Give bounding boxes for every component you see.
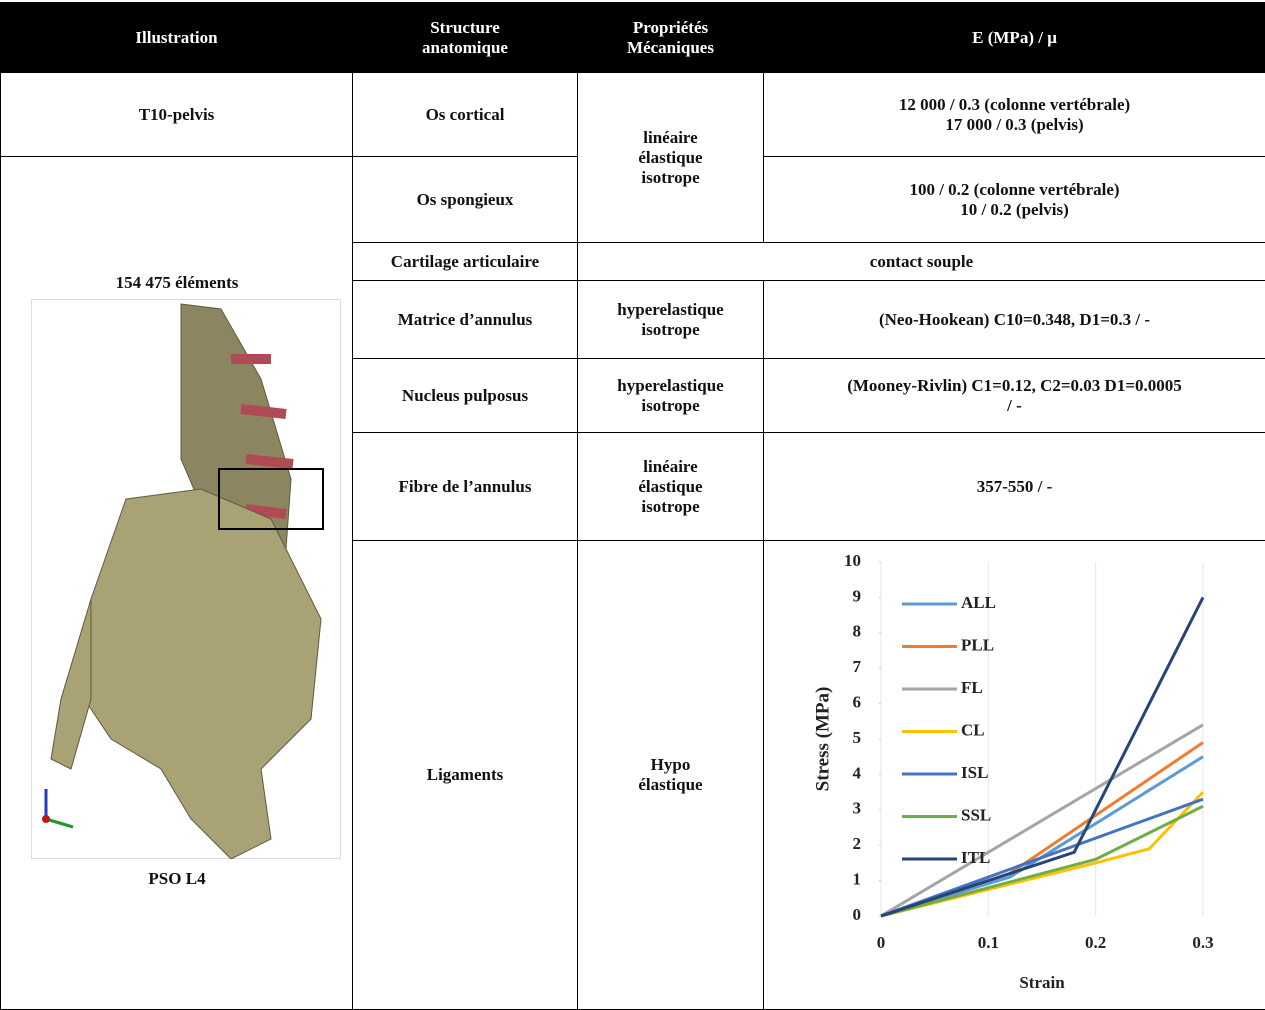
illustration-cell: 154 475 éléments PSO L4 bbox=[1, 157, 353, 1010]
text-line: hyperelastique bbox=[584, 376, 757, 396]
x-axis-label: Strain bbox=[1019, 973, 1065, 992]
legend-label: PLL bbox=[961, 635, 994, 654]
y-tick-label: 1 bbox=[852, 870, 861, 889]
legend-label: ALL bbox=[961, 593, 996, 612]
text-line: / - bbox=[770, 396, 1259, 416]
text-line: 100 / 0.2 (colonne vertébrale) bbox=[770, 180, 1259, 200]
series-line bbox=[881, 725, 1203, 916]
chart: 0 0.1 0.2 0.3 0 1 2 3 4 5 6 7 8 9 10 Strain Stress (MPa)… bbox=[765, 541, 1265, 1004]
text-line: hyperelastique bbox=[584, 300, 757, 320]
x-tick-label: 0.3 bbox=[1192, 933, 1213, 952]
modulus-cell: (Mooney-Rivlin) C1=0.12, C2=0.03 D1=0.00… bbox=[764, 359, 1265, 433]
y-tick-label: 4 bbox=[852, 763, 861, 782]
text-line: isotrope bbox=[584, 320, 757, 340]
x-tick-label: 0.1 bbox=[977, 933, 998, 952]
model-cell: T10-pelvis bbox=[1, 73, 353, 157]
structure-cell: Nucleus pulposus bbox=[353, 359, 578, 433]
text-line: isotrope bbox=[584, 497, 757, 517]
text-line: élastique bbox=[584, 477, 757, 497]
structure-cell: Os cortical bbox=[353, 73, 578, 157]
legend-label: SSL bbox=[961, 805, 991, 824]
legend-label: FL bbox=[961, 678, 983, 697]
text-line: élastique bbox=[584, 775, 757, 795]
text-line: isotrope bbox=[584, 168, 757, 188]
x-tick-label: 0 bbox=[876, 933, 885, 952]
y-tick-label: 0 bbox=[852, 905, 861, 924]
y-axis-label: Stress (MPa) bbox=[812, 687, 833, 792]
y-tick-label: 9 bbox=[852, 586, 861, 605]
chart-cell: 0 0.1 0.2 0.3 0 1 2 3 4 5 6 7 8 9 10 Strain Stress (MPa)… bbox=[764, 541, 1265, 1010]
header-cell: Illustration bbox=[1, 3, 353, 73]
header-cell: E (MPa) / μ bbox=[764, 3, 1265, 73]
element-count: 154 475 éléments bbox=[1, 273, 353, 293]
text-line: linéaire bbox=[584, 457, 757, 477]
modulus-cell: 100 / 0.2 (colonne vertébrale)10 / 0.2 (… bbox=[764, 157, 1265, 243]
legend-label: ISL bbox=[961, 763, 988, 782]
text-line: élastique bbox=[584, 148, 757, 168]
legend-label: CL bbox=[961, 720, 985, 739]
structure-cell: Fibre de l’annulus bbox=[353, 433, 578, 541]
structure-cell: Os spongieux bbox=[353, 157, 578, 243]
legend-label: ITL bbox=[961, 848, 990, 867]
x-tick-label: 0.2 bbox=[1085, 933, 1106, 952]
y-tick-label: 6 bbox=[852, 693, 861, 712]
header-line: Propriétés bbox=[584, 18, 757, 38]
header-line: Structure bbox=[359, 18, 571, 38]
y-tick-label: 2 bbox=[852, 834, 861, 853]
text-line: linéaire bbox=[584, 128, 757, 148]
structure-cell: Matrice d’annulus bbox=[353, 281, 578, 359]
text-line: Hypo bbox=[584, 755, 757, 775]
header-line: anatomique bbox=[359, 38, 571, 58]
structure-cell: Cartilage articulaire bbox=[353, 243, 578, 281]
y-tick-label: 5 bbox=[852, 728, 861, 747]
y-tick-label: 10 bbox=[844, 551, 861, 570]
y-tick-label: 3 bbox=[852, 799, 861, 818]
y-tick-label: 7 bbox=[852, 657, 861, 676]
text-line: (Mooney-Rivlin) C1=0.12, C2=0.03 D1=0.00… bbox=[770, 376, 1259, 396]
contact-cell: contact souple bbox=[578, 243, 1265, 281]
mesh-image bbox=[31, 299, 341, 859]
series-line bbox=[881, 757, 1203, 916]
structure-cell: Ligaments bbox=[353, 541, 578, 1010]
text-line: 10 / 0.2 (pelvis) bbox=[770, 200, 1259, 220]
header-line: Mécaniques bbox=[584, 38, 757, 58]
text-line: 17 000 / 0.3 (pelvis) bbox=[770, 115, 1259, 135]
modulus-cell: 12 000 / 0.3 (colonne vertébrale)17 000 … bbox=[764, 73, 1265, 157]
text-line: isotrope bbox=[584, 396, 757, 416]
modulus-cell: 357-550 / - bbox=[764, 433, 1265, 541]
y-tick-label: 8 bbox=[852, 622, 861, 641]
illustration-label: PSO L4 bbox=[1, 869, 353, 889]
modulus-cell: (Neo-Hookean) C10=0.348, D1=0.3 / - bbox=[764, 281, 1265, 359]
text-line: 12 000 / 0.3 (colonne vertébrale) bbox=[770, 95, 1259, 115]
